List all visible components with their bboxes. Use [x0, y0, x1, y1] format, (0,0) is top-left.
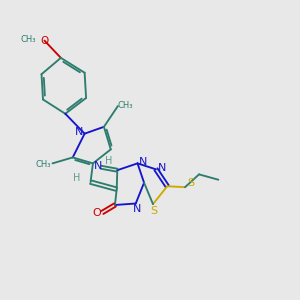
Text: S: S — [150, 206, 157, 216]
Text: CH₃: CH₃ — [35, 160, 51, 169]
Text: N: N — [158, 163, 166, 173]
Text: O: O — [40, 36, 49, 46]
Text: H: H — [74, 173, 81, 183]
Text: N: N — [94, 161, 102, 171]
Text: N: N — [132, 204, 141, 214]
Text: S: S — [187, 178, 194, 188]
Text: N: N — [75, 127, 83, 137]
Text: O: O — [93, 208, 101, 218]
Text: N: N — [139, 157, 147, 167]
Text: CH₃: CH₃ — [118, 100, 133, 109]
Text: H: H — [105, 156, 112, 166]
Text: CH₃: CH₃ — [20, 34, 36, 43]
